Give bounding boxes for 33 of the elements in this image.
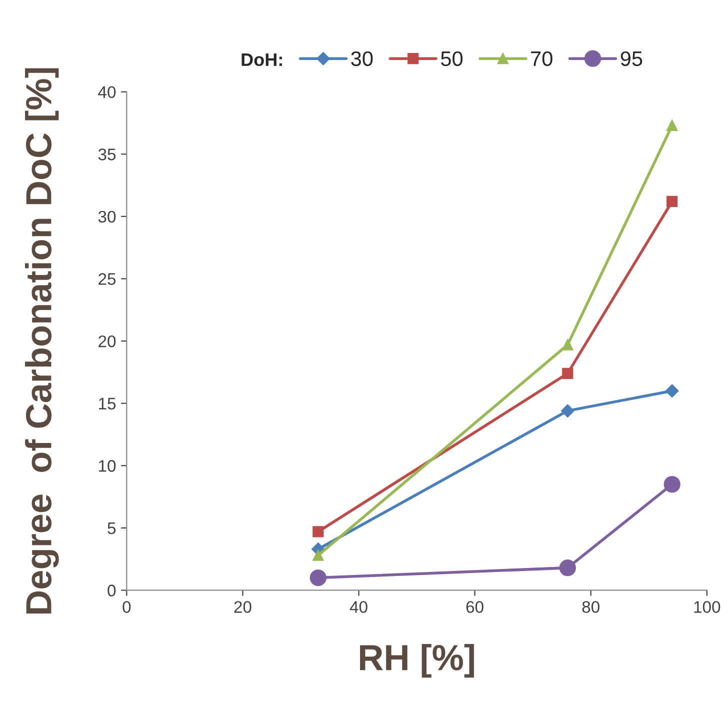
- x-tick-label: 40: [350, 601, 368, 613]
- x-tick-label: 100: [694, 601, 720, 613]
- x-tick-label: 20: [234, 601, 252, 613]
- y-tick-label: 40: [98, 86, 116, 98]
- y-tick-label: 0: [108, 584, 116, 596]
- y-tick-label: 5: [108, 522, 116, 534]
- y-tick-label: 20: [98, 335, 116, 348]
- point: [312, 550, 324, 561]
- x-tick-label: 60: [466, 601, 484, 613]
- point: [310, 569, 326, 586]
- y-axis-title: Degree of Carbonation DoC [%]: [25, 68, 59, 614]
- y-tick-label: 15: [98, 398, 116, 410]
- point: [559, 559, 576, 576]
- y-tick-label: 10: [98, 460, 116, 472]
- y-tick-label: 35: [98, 148, 116, 160]
- point: [561, 404, 574, 418]
- point: [666, 120, 678, 132]
- x-axis-title: RH [%]: [360, 644, 474, 678]
- legend-label: 70: [531, 51, 552, 66]
- y-tick-label: 25: [98, 273, 116, 285]
- legend-label: 50: [441, 51, 463, 66]
- point: [664, 476, 680, 493]
- point: [665, 384, 679, 398]
- point: [666, 196, 678, 208]
- point: [562, 339, 574, 350]
- legend-title: DoH:: [242, 53, 282, 66]
- legend-label: 95: [620, 51, 642, 66]
- x-tick-label: 0: [122, 601, 131, 613]
- y-tick-label: 30: [98, 210, 116, 223]
- point: [312, 526, 324, 538]
- point: [562, 368, 574, 379]
- legend-label: 30: [351, 51, 373, 66]
- x-tick-label: 80: [582, 601, 600, 613]
